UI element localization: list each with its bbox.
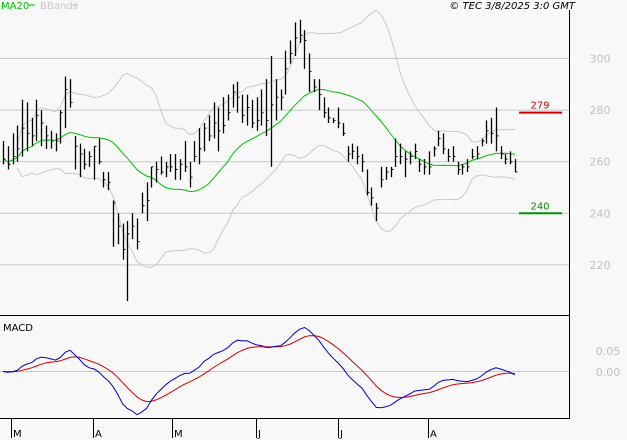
- support-resistance: 279 240: [519, 101, 562, 215]
- y-tick-label: 300: [590, 53, 611, 66]
- resistance-label: 279: [530, 101, 549, 112]
- y-tick-label: 240: [590, 207, 611, 220]
- y-tick-label: 260: [590, 156, 611, 169]
- x-tick-label: A: [95, 429, 102, 440]
- copyright-timestamp: © TEC 3/8/2025 3:0 GMT: [449, 1, 576, 12]
- x-tick-label: M: [13, 429, 22, 440]
- x-tick-label: J: [257, 429, 261, 440]
- macd-tick-label: 0.05: [596, 345, 621, 358]
- x-tick-label: J: [339, 429, 343, 440]
- macd-signal-line: [2, 335, 516, 403]
- x-tick-label: A: [430, 429, 437, 440]
- support-label: 240: [530, 201, 549, 212]
- bband-lower: [16, 144, 516, 268]
- macd-line: [2, 326, 516, 416]
- macd-title: MACD: [3, 323, 33, 334]
- macd-panel: 0.05 0.00: [0, 326, 621, 416]
- macd-tick-label: 0.00: [596, 366, 621, 379]
- price-bars: [2, 19, 518, 302]
- legend-bbands: BBands: [40, 1, 78, 12]
- y-tick-label: 280: [590, 104, 611, 117]
- price-grid: 300 280 260 240 220: [0, 53, 611, 272]
- legend-ma20: MA20: [1, 1, 29, 12]
- x-tick-label: M: [174, 429, 183, 440]
- y-tick-label: 220: [590, 259, 611, 272]
